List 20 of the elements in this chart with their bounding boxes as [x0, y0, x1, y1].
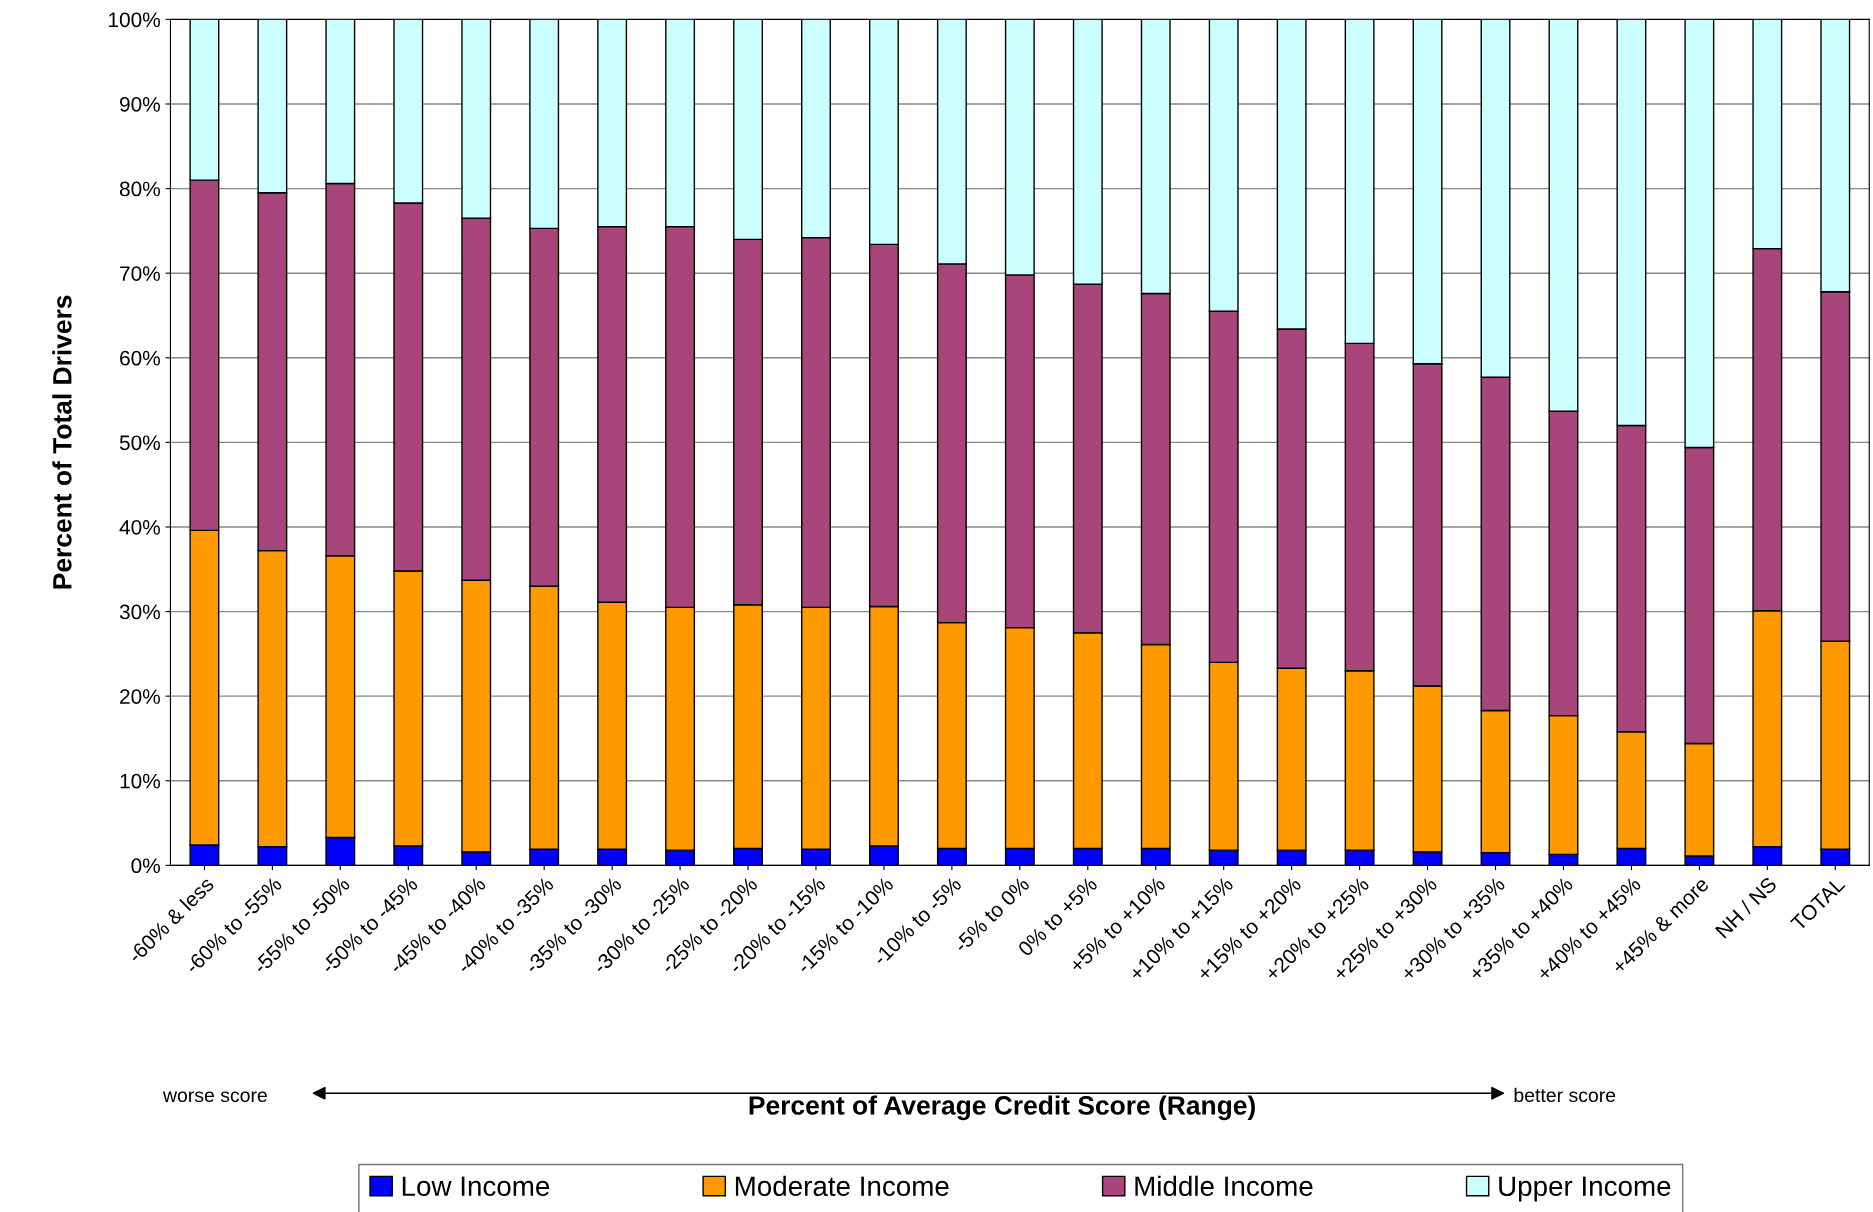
y-tick-label: 90%	[120, 96, 160, 112]
y-tick-label: 100%	[109, 12, 160, 28]
y-tick-label: 20%	[120, 689, 160, 704]
x-tick-label: NH / NS	[1714, 875, 1778, 939]
y-tick-label: 30%	[119, 604, 160, 620]
legend-label: Low Income	[402, 1176, 550, 1197]
y-axis-title: Percent of Total Drivers	[52, 295, 72, 589]
legend-label: Moderate Income	[735, 1175, 949, 1197]
y-tick-label: 0%	[131, 858, 160, 874]
x-axis-title: Percent of Average Credit Score (Range)	[749, 1095, 1255, 1121]
y-tick-label: 60%	[120, 350, 160, 366]
y-tick-label: 70%	[120, 266, 160, 281]
y-tick-label: 10%	[120, 773, 160, 789]
text: better score	[1514, 1087, 1616, 1103]
legend-label: Middle Income	[1135, 1175, 1313, 1197]
y-tick-label: 40%	[119, 519, 160, 535]
text: worse score	[162, 1091, 267, 1103]
legend-label: Upper Income	[1499, 1176, 1671, 1202]
y-tick-label: 80%	[119, 181, 160, 197]
y-tick-label: 50%	[119, 435, 160, 451]
